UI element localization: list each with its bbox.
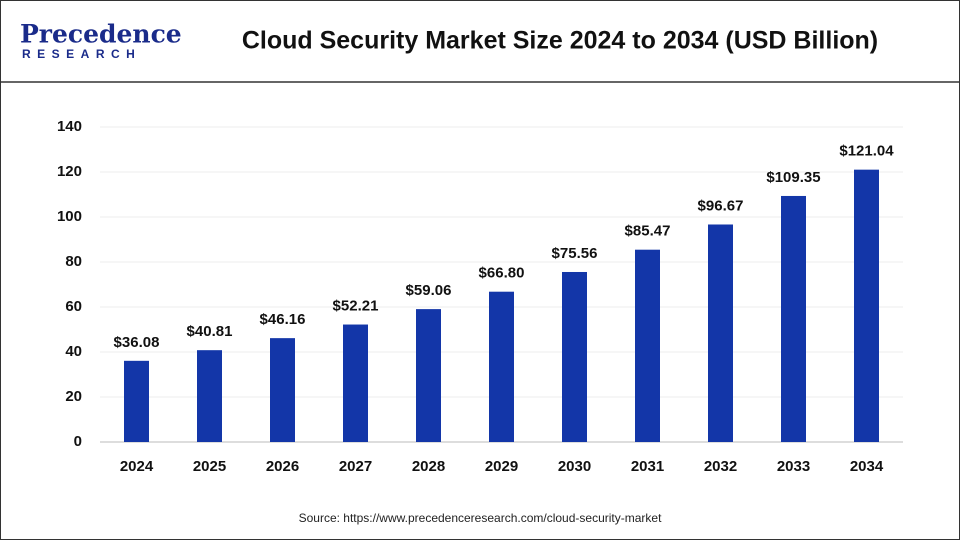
bar <box>562 271 587 442</box>
x-tick-label: 2026 <box>266 458 299 475</box>
value-label: $40.81 <box>187 323 233 340</box>
x-tick-label: 2027 <box>339 458 372 475</box>
bar <box>781 195 806 442</box>
value-label: $96.67 <box>698 197 744 214</box>
y-tick-label: 140 <box>57 118 82 135</box>
bar <box>270 338 295 442</box>
x-tick-label: 2031 <box>631 458 664 475</box>
value-label: $46.16 <box>260 311 306 328</box>
chart-title: Cloud Security Market Size 2024 to 2034 … <box>242 27 878 55</box>
bar <box>197 350 222 442</box>
source: Source: https://www.precedenceresearch.c… <box>299 511 662 525</box>
logo-sub: RESEARCH <box>22 47 141 61</box>
x-tick-label: 2025 <box>193 458 226 475</box>
y-tick-label: 20 <box>65 388 82 405</box>
value-label: $109.35 <box>766 169 820 186</box>
x-tick-label: 2033 <box>777 458 810 475</box>
y-tick-label: 40 <box>65 343 82 360</box>
x-tick-label: 2029 <box>485 458 518 475</box>
x-tick-label: 2028 <box>412 458 445 475</box>
bar <box>343 324 368 442</box>
bar <box>635 249 660 442</box>
y-tick-label: 80 <box>65 253 82 270</box>
x-tick-label: 2030 <box>558 458 591 475</box>
value-label: $75.56 <box>552 245 598 262</box>
value-label: $52.21 <box>333 297 379 314</box>
y-tick-label: 0 <box>74 433 82 450</box>
y-tick-label: 120 <box>57 163 82 180</box>
bar <box>489 291 514 442</box>
x-tick-label: 2024 <box>120 458 154 475</box>
bar <box>416 309 441 442</box>
value-label: $59.06 <box>406 282 452 299</box>
y-tick-label: 100 <box>57 208 82 225</box>
x-tick-label: 2032 <box>704 458 737 475</box>
value-label: $36.08 <box>114 334 160 351</box>
value-label: $66.80 <box>479 265 525 282</box>
value-label: $121.04 <box>839 143 894 160</box>
logo-name: Precedence <box>20 20 182 49</box>
bar <box>124 360 149 442</box>
bar <box>854 169 879 442</box>
value-label: $85.47 <box>625 223 671 240</box>
bar <box>708 224 733 442</box>
y-tick-label: 60 <box>65 298 82 315</box>
x-tick-label: 2034 <box>850 458 884 475</box>
